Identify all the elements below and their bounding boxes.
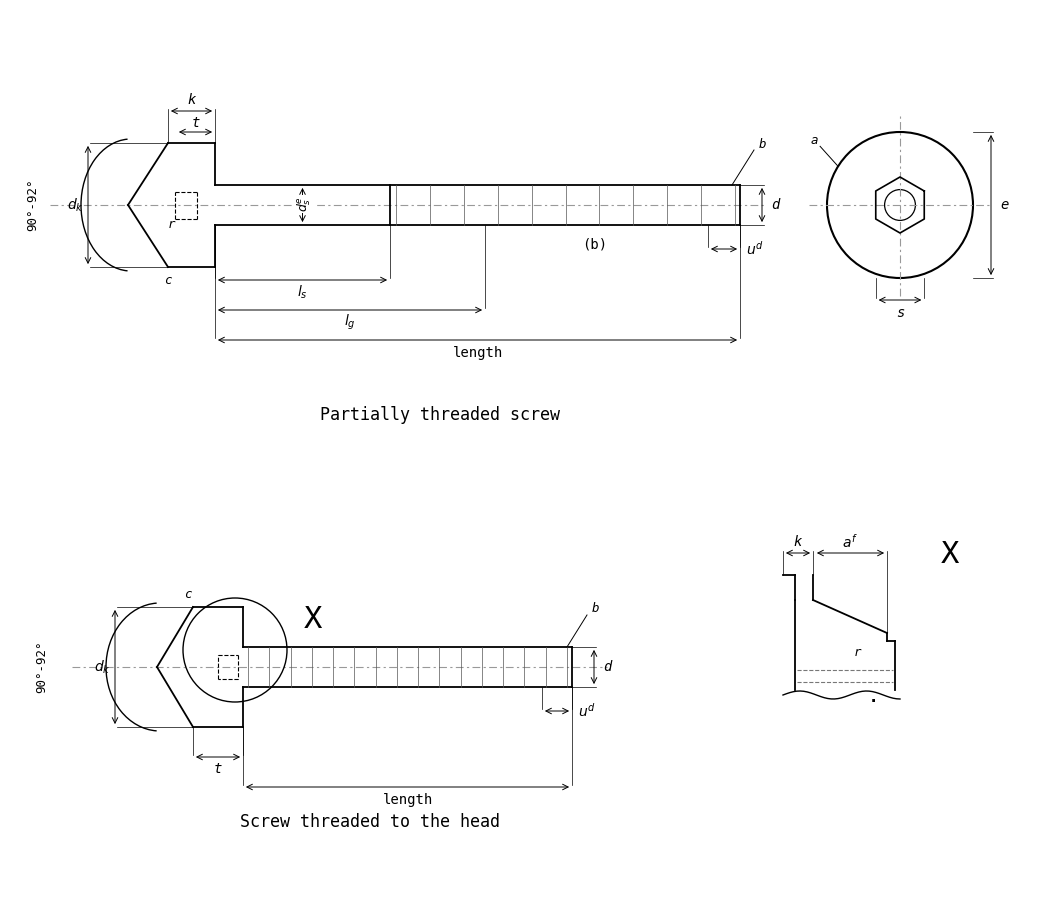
Text: $d_k$: $d_k$: [94, 658, 111, 675]
Text: a: a: [811, 134, 818, 146]
Text: .: .: [866, 686, 880, 706]
Text: $u^d$: $u^d$: [578, 702, 595, 720]
Text: b: b: [591, 602, 598, 616]
Text: $d_k$: $d_k$: [67, 197, 84, 214]
Text: d: d: [771, 198, 779, 212]
Text: t: t: [214, 762, 223, 776]
Text: $l_g$: $l_g$: [344, 312, 356, 331]
Text: $l_s$: $l_s$: [297, 284, 308, 301]
Text: k: k: [794, 535, 802, 549]
Text: $u^d$: $u^d$: [746, 240, 763, 258]
Text: $d^e_s$: $d^e_s$: [296, 196, 313, 212]
Text: d: d: [603, 660, 611, 674]
Text: k: k: [187, 93, 195, 107]
Text: r: r: [167, 219, 174, 231]
Text: length: length: [382, 793, 433, 807]
Text: b: b: [758, 138, 765, 152]
Text: Screw threaded to the head: Screw threaded to the head: [240, 813, 500, 831]
Text: s: s: [896, 306, 904, 320]
Text: Partially threaded screw: Partially threaded screw: [320, 406, 560, 424]
Text: 90°-92°: 90°-92°: [26, 178, 40, 231]
Text: (b): (b): [583, 238, 608, 252]
Text: e: e: [1000, 198, 1008, 212]
Text: t: t: [191, 116, 200, 130]
Text: c: c: [164, 274, 172, 287]
Text: 90°-92°: 90°-92°: [36, 640, 48, 694]
Text: c: c: [184, 588, 192, 601]
Text: $a^f$: $a^f$: [842, 533, 858, 551]
Text: length: length: [453, 346, 503, 360]
Text: X: X: [303, 605, 322, 634]
Text: X: X: [941, 540, 960, 569]
Text: r: r: [854, 647, 861, 660]
